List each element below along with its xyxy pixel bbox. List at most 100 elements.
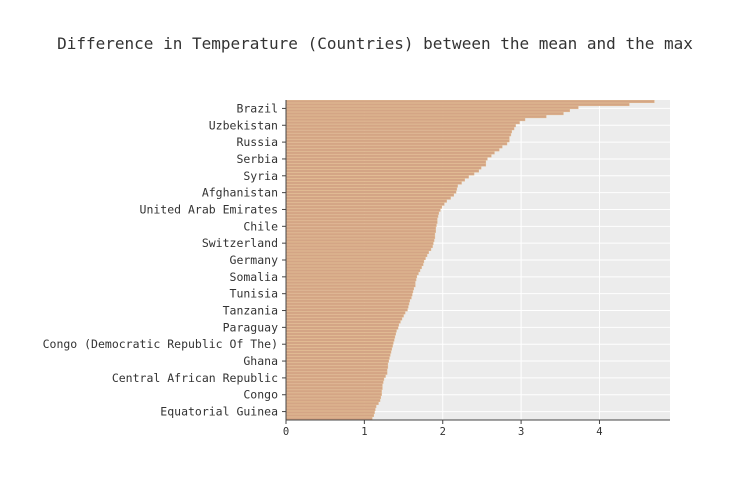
bar	[285, 169, 479, 173]
bar	[285, 118, 526, 122]
bar	[285, 296, 412, 300]
bar	[285, 202, 445, 206]
y-tick-label: Syria	[243, 169, 278, 183]
bar	[285, 133, 512, 137]
bar	[285, 103, 630, 107]
bar	[285, 184, 458, 188]
bar	[285, 148, 500, 152]
bar	[285, 247, 432, 251]
bar	[285, 263, 424, 267]
bar	[285, 238, 435, 242]
y-tick-label: Tunisia	[230, 287, 278, 301]
bar	[285, 172, 475, 176]
x-tick-label: 2	[440, 426, 446, 438]
bar	[285, 302, 410, 306]
bar	[285, 365, 389, 369]
bar	[285, 256, 426, 260]
bar	[285, 266, 422, 270]
bar	[285, 109, 570, 113]
bar	[285, 299, 411, 303]
bar	[285, 226, 436, 230]
bar	[285, 253, 428, 257]
bar	[285, 175, 469, 179]
bar	[285, 154, 492, 158]
bar	[285, 347, 392, 351]
bar	[285, 260, 425, 264]
y-tick-label: Paraguay	[223, 320, 278, 334]
bar	[285, 344, 393, 348]
bar	[285, 353, 391, 357]
bar	[285, 106, 579, 110]
x-tick-label: 0	[283, 426, 289, 438]
bar	[285, 359, 389, 363]
bar	[285, 272, 419, 276]
bar	[285, 401, 379, 405]
x-tick-label: 1	[361, 426, 367, 438]
y-tick-label: United Arab Emirates	[140, 202, 278, 216]
bar	[285, 395, 382, 399]
bar	[285, 127, 515, 131]
bar	[285, 407, 376, 411]
bar	[285, 326, 399, 330]
bar	[285, 124, 516, 128]
bar	[285, 281, 416, 285]
bar	[285, 136, 510, 140]
bar	[285, 269, 421, 273]
bar	[285, 410, 375, 414]
y-tick-label: Afghanistan	[202, 186, 278, 200]
x-tick-labels: 0 1 2 3 4	[283, 426, 603, 438]
bar	[285, 139, 510, 143]
bar	[285, 193, 454, 197]
bar	[285, 217, 438, 221]
bar	[285, 196, 451, 200]
y-tick-label: Somalia	[230, 270, 278, 284]
bar	[285, 121, 520, 125]
bar	[285, 181, 462, 185]
bar	[285, 317, 403, 321]
bar	[285, 338, 395, 342]
bar	[285, 350, 392, 354]
bar	[285, 389, 382, 393]
x-tick-label: 3	[518, 426, 524, 438]
bar	[285, 214, 439, 218]
y-tick-label: Switzerland	[202, 236, 278, 250]
bar	[285, 178, 465, 182]
y-tick-label: Central African Republic	[112, 371, 278, 385]
bar	[285, 374, 386, 378]
bar	[285, 383, 383, 387]
bar	[285, 229, 436, 233]
y-tick-label: Tanzania	[223, 304, 278, 318]
bar	[285, 190, 457, 194]
bar	[285, 112, 564, 116]
bar	[285, 232, 436, 236]
bar	[285, 392, 382, 396]
y-tick-label: Congo (Democratic Republic Of The)	[43, 337, 278, 351]
y-tick-label: Chile	[243, 219, 278, 233]
bar	[285, 130, 512, 134]
bar	[285, 241, 434, 245]
bar	[285, 416, 373, 420]
bar	[285, 362, 389, 366]
bar	[285, 404, 377, 408]
bar	[285, 250, 429, 254]
bar	[285, 371, 388, 375]
y-tick-label: Russia	[236, 135, 278, 149]
bar	[285, 157, 488, 161]
bar	[285, 166, 482, 170]
bar	[285, 205, 443, 209]
bar	[285, 380, 384, 384]
bar	[285, 290, 414, 294]
bar	[285, 160, 487, 164]
y-tick-label: Germany	[230, 253, 279, 267]
bar	[285, 208, 441, 212]
bar	[285, 314, 404, 318]
y-tick-label: Congo	[243, 388, 278, 402]
bar	[285, 308, 408, 312]
axes	[282, 100, 670, 424]
y-tick-label: Equatorial Guinea	[160, 405, 278, 419]
bar	[285, 142, 508, 146]
bar	[285, 335, 396, 339]
bar	[285, 332, 396, 336]
bar	[285, 293, 413, 297]
